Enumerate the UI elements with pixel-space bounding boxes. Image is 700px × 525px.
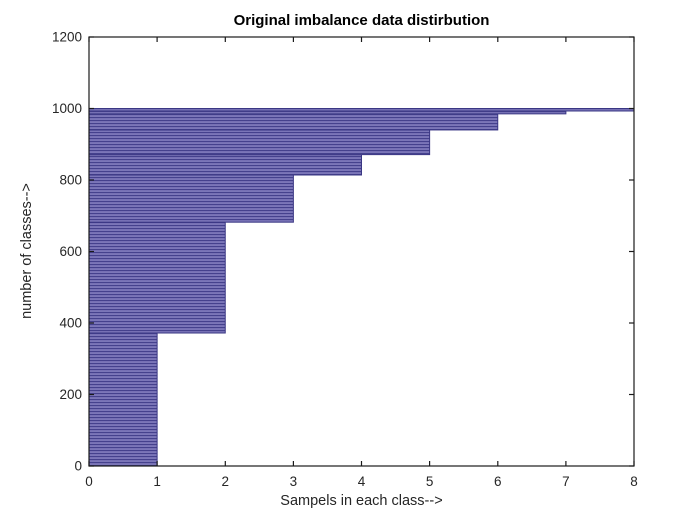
x-tick-label: 2	[222, 474, 230, 489]
x-tick-label: 1	[153, 474, 161, 489]
bar-segment	[88, 332, 158, 467]
y-tick-label: 200	[59, 387, 82, 402]
bar-segment	[88, 129, 431, 156]
bar-segment	[88, 113, 499, 131]
y-tick-label: 0	[74, 459, 82, 474]
chart-title: Original imbalance data distirbution	[233, 12, 490, 29]
x-axis-label: Sampels in each class-->	[280, 493, 443, 509]
x-tick-label: 8	[630, 474, 638, 489]
x-tick-label: 3	[290, 474, 298, 489]
y-tick-label: 1200	[52, 30, 82, 45]
y-tick-label: 800	[59, 173, 82, 188]
x-tick-label: 0	[85, 474, 93, 489]
x-tick-label: 4	[358, 474, 366, 489]
bar-segment	[88, 221, 226, 334]
y-tick-label: 1000	[52, 101, 82, 116]
bar-segment	[88, 154, 362, 176]
x-tick-label: 7	[562, 474, 570, 489]
y-tick-label: 600	[59, 244, 82, 259]
bar-segment	[88, 174, 294, 223]
x-tick-label: 5	[426, 474, 434, 489]
x-tick-label: 6	[494, 474, 502, 489]
y-tick-label: 400	[59, 316, 82, 331]
y-axis-label: number of classes-->	[19, 183, 35, 319]
bar-segment	[88, 108, 635, 112]
